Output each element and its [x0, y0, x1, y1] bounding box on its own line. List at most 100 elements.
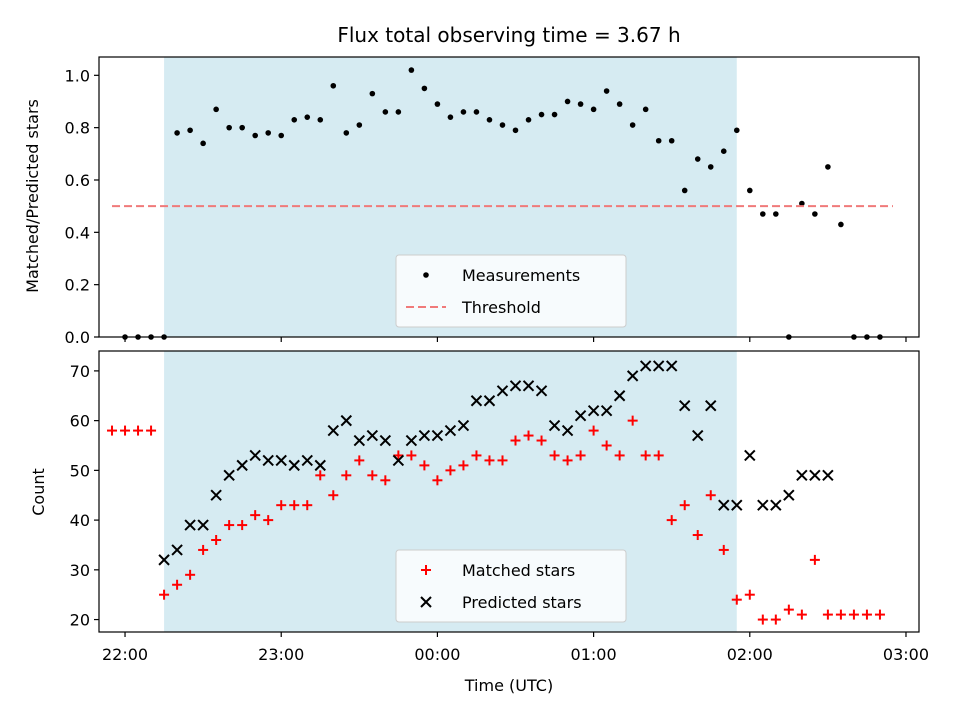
data-point: [457, 419, 470, 432]
data-point: [184, 519, 196, 531]
data-point: [718, 499, 730, 511]
data-point: [172, 579, 183, 590]
data-point: [668, 137, 675, 144]
data-point: [393, 450, 404, 461]
data-point: [705, 400, 717, 412]
data-point: [236, 459, 248, 472]
legend: Measurements Threshold: [395, 254, 627, 328]
data-point: [159, 589, 170, 600]
data-point: [421, 85, 428, 92]
data-point: [431, 429, 444, 442]
data-point: [512, 127, 519, 134]
data-point: [551, 111, 558, 118]
data-point: [653, 450, 664, 461]
data-point: [328, 490, 339, 501]
data-point: [707, 164, 714, 170]
data-point: [432, 475, 443, 486]
data-point: [525, 117, 532, 123]
data-point: [705, 490, 716, 501]
data-point: [538, 111, 545, 118]
data-point: [418, 429, 431, 442]
x-tick-label: 22:00: [102, 645, 148, 664]
data-point: [718, 544, 729, 555]
data-point: [679, 400, 691, 412]
data-point: [395, 109, 402, 115]
data-point: [587, 404, 600, 417]
data-point: [330, 82, 337, 89]
data-point: [302, 500, 313, 511]
data-point: [249, 449, 261, 462]
data-point: [825, 164, 831, 170]
data-point: [861, 609, 872, 620]
data-point: [406, 450, 417, 461]
x-tick-label: 02:00: [727, 645, 773, 664]
data-point: [460, 109, 467, 115]
data-point: [783, 604, 794, 615]
count-panel: 20 30 40 50 60 70 22:00 23:00 00:00 01:00 02:00 03:…: [70, 350, 929, 664]
y-tick-label: 60: [70, 412, 90, 431]
data-point: [809, 469, 821, 482]
data-point: [158, 554, 170, 566]
data-point: [783, 489, 795, 501]
series-matched-stars: [107, 415, 885, 625]
data-point: [288, 459, 300, 472]
data-point: [146, 425, 157, 436]
data-point: [237, 520, 248, 531]
data-point: [327, 424, 339, 437]
data-point: [499, 122, 506, 128]
x-tick-label: 23:00: [258, 645, 304, 664]
top-y-axis-label: Matched/Predicted stars: [23, 99, 42, 293]
data-point: [640, 450, 651, 461]
y-tick-label: 0.2: [65, 276, 90, 295]
data-point: [275, 454, 287, 467]
data-point: [562, 455, 573, 466]
data-point: [226, 124, 232, 131]
data-point: [382, 109, 389, 115]
data-point: [809, 554, 820, 565]
data-point: [408, 67, 415, 73]
data-point: [666, 515, 677, 526]
data-point: [694, 156, 701, 162]
y-tick-label: 0.0: [65, 328, 90, 347]
y-tick-label: 0.4: [65, 223, 90, 242]
x-tick-label: 00:00: [414, 645, 460, 664]
data-point: [575, 450, 586, 461]
data-point: [822, 469, 834, 482]
data-point: [447, 114, 454, 120]
data-point: [681, 187, 688, 194]
data-point: [665, 360, 678, 372]
data-point: [535, 385, 548, 397]
data-point: [107, 425, 118, 436]
data-point: [613, 390, 626, 402]
data-point: [548, 419, 561, 432]
data-point: [224, 520, 235, 531]
data-point: [731, 499, 743, 511]
data-point: [588, 425, 599, 436]
data-point: [405, 434, 418, 447]
data-point: [315, 470, 326, 481]
data-point: [629, 122, 636, 128]
data-point: [561, 424, 574, 437]
data-point: [213, 106, 219, 113]
data-point: [574, 409, 587, 422]
data-point: [445, 465, 456, 476]
data-point: [392, 454, 405, 467]
data-point: [262, 454, 274, 467]
data-point: [642, 106, 649, 113]
data-point: [174, 130, 180, 136]
data-point: [838, 221, 844, 228]
data-point: [848, 609, 859, 620]
data-point: [760, 211, 766, 217]
data-point: [252, 132, 258, 139]
data-point: [679, 500, 690, 511]
data-point: [799, 200, 805, 207]
data-point: [458, 460, 469, 471]
y-tick-label: 50: [70, 461, 90, 480]
data-point: [473, 109, 480, 115]
y-tick-label: 0.8: [65, 119, 90, 138]
data-point: [343, 130, 350, 136]
data-point: [796, 469, 808, 482]
y-tick-label: 1.0: [65, 66, 90, 85]
data-point: [770, 614, 781, 625]
data-point: [379, 434, 392, 447]
